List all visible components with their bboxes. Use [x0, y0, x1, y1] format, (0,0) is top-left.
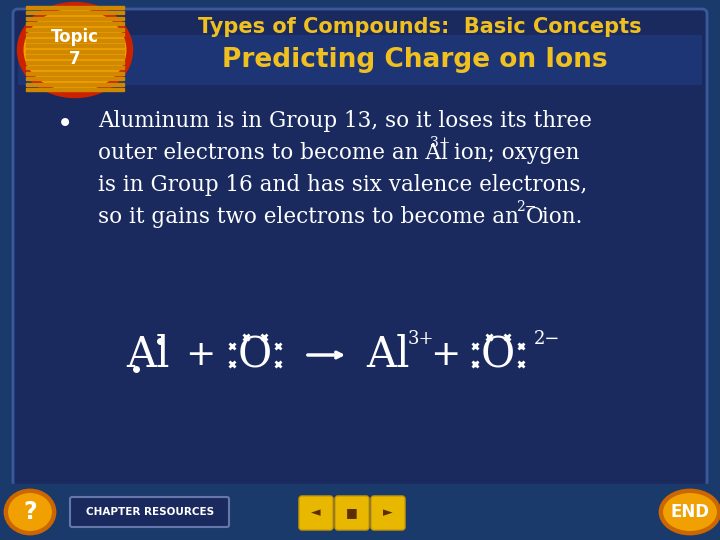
Text: 3+: 3+	[430, 136, 451, 150]
Bar	[26, 60, 124, 64]
Text: Topic
7: Topic 7	[51, 28, 99, 68]
Text: END: END	[670, 503, 709, 521]
Bar	[0, 484, 720, 540]
Bar	[26, 66, 124, 69]
Ellipse shape	[24, 9, 127, 91]
FancyBboxPatch shape	[13, 9, 707, 487]
Text: Predicting Charge on Ions: Predicting Charge on Ions	[222, 47, 608, 73]
Text: ion.: ion.	[535, 206, 582, 228]
Ellipse shape	[5, 490, 55, 534]
Ellipse shape	[8, 493, 52, 531]
Text: 3+: 3+	[408, 330, 434, 348]
Bar	[26, 17, 124, 19]
Bar	[26, 39, 124, 42]
Ellipse shape	[17, 3, 132, 98]
Text: Al: Al	[366, 334, 410, 376]
Bar	[26, 50, 124, 52]
Text: so it gains two electrons to become an O: so it gains two electrons to become an O	[98, 206, 544, 228]
Bar	[26, 83, 124, 85]
Text: ►: ►	[383, 507, 393, 519]
Text: •: •	[57, 110, 73, 138]
Bar	[26, 72, 124, 75]
Text: O: O	[481, 334, 515, 376]
Bar	[26, 6, 124, 9]
Text: 2−: 2−	[516, 200, 536, 214]
Text: ?: ?	[23, 500, 37, 524]
Text: O: O	[238, 334, 272, 376]
Bar	[26, 33, 124, 36]
Text: Aluminum is in Group 13, so it loses its three: Aluminum is in Group 13, so it loses its…	[98, 110, 592, 132]
Text: Types of Compounds:  Basic Concepts: Types of Compounds: Basic Concepts	[198, 17, 642, 37]
Text: ◄: ◄	[311, 507, 321, 519]
Ellipse shape	[663, 493, 717, 531]
Text: ion; oxygen: ion; oxygen	[447, 142, 580, 164]
Text: Al: Al	[126, 334, 170, 376]
Text: 2−: 2−	[534, 330, 560, 348]
Text: +: +	[430, 338, 460, 372]
Bar	[26, 11, 124, 14]
Text: CHAPTER RESOURCES: CHAPTER RESOURCES	[86, 507, 214, 517]
Bar	[26, 22, 124, 25]
FancyBboxPatch shape	[299, 496, 333, 530]
Bar	[26, 55, 124, 58]
Bar	[26, 77, 124, 80]
Ellipse shape	[660, 490, 720, 534]
Text: +: +	[185, 338, 215, 372]
Bar	[26, 44, 124, 47]
FancyBboxPatch shape	[335, 496, 369, 530]
FancyBboxPatch shape	[371, 496, 405, 530]
Bar	[26, 28, 124, 30]
FancyBboxPatch shape	[70, 497, 229, 527]
Text: ■: ■	[346, 507, 358, 519]
Text: outer electrons to become an Al: outer electrons to become an Al	[98, 142, 448, 164]
FancyBboxPatch shape	[18, 35, 702, 85]
Text: is in Group 16 and has six valence electrons,: is in Group 16 and has six valence elect…	[98, 174, 588, 196]
Bar	[26, 88, 124, 91]
